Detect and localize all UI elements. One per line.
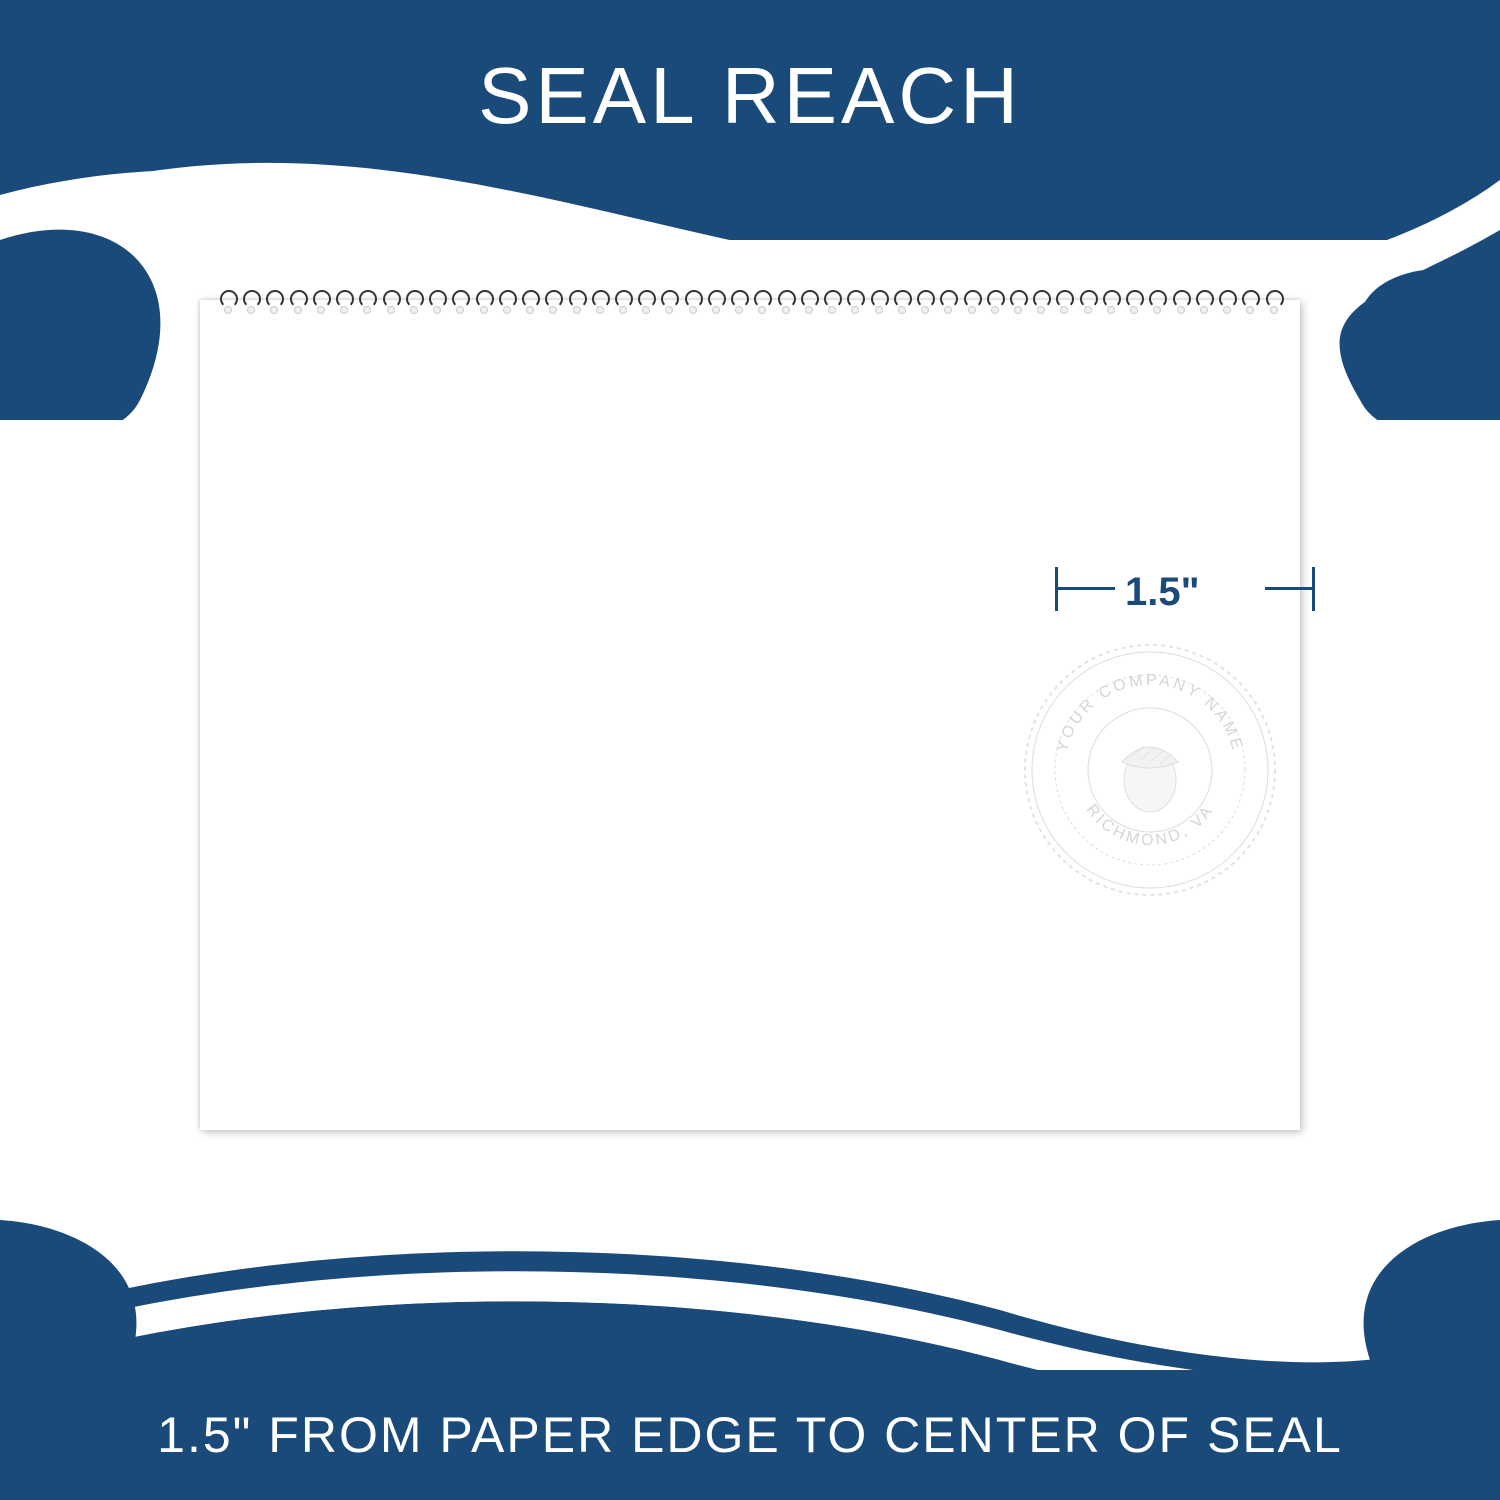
footer-caption: 1.5" FROM PAPER EDGE TO CENTER OF SEAL [157, 1406, 1343, 1464]
spiral-ring [638, 290, 652, 316]
spiral-ring [778, 290, 792, 316]
spiral-ring [987, 290, 1001, 316]
spiral-binding [220, 290, 1280, 320]
spiral-ring [290, 290, 304, 316]
spiral-ring [801, 290, 815, 316]
spiral-ring [917, 290, 931, 316]
spiral-ring [476, 290, 490, 316]
spiral-ring [1056, 290, 1070, 316]
spiral-ring [592, 290, 606, 316]
spiral-ring [1242, 290, 1256, 316]
spiral-ring [313, 290, 327, 316]
spiral-ring [243, 290, 257, 316]
spiral-ring [824, 290, 838, 316]
spiral-ring [1080, 290, 1094, 316]
spiral-ring [1126, 290, 1140, 316]
spiral-ring [406, 290, 420, 316]
footer-bar: 1.5" FROM PAPER EDGE TO CENTER OF SEAL [0, 1370, 1500, 1500]
spiral-ring [1196, 290, 1210, 316]
spiral-ring [661, 290, 675, 316]
spiral-ring [1033, 290, 1047, 316]
spiral-ring [708, 290, 722, 316]
spiral-ring [266, 290, 280, 316]
spiral-ring [336, 290, 350, 316]
spiral-ring [754, 290, 768, 316]
measure-value-label: 1.5" [1115, 570, 1210, 615]
spiral-ring [383, 290, 397, 316]
header-bar: SEAL REACH [0, 0, 1500, 240]
spiral-ring [685, 290, 699, 316]
measurement-indicator: 1.5" [1055, 565, 1315, 615]
embossed-seal: YOUR COMPANY NAME RICHMOND, VA [1020, 640, 1280, 900]
spiral-ring [731, 290, 745, 316]
spiral-ring [1219, 290, 1233, 316]
spiral-ring [220, 290, 234, 316]
spiral-ring [359, 290, 373, 316]
spiral-ring [940, 290, 954, 316]
spiral-ring [847, 290, 861, 316]
seal-company-name: YOUR COMPANY NAME [1054, 672, 1246, 754]
spiral-ring [615, 290, 629, 316]
spiral-ring [1149, 290, 1163, 316]
page-title: SEAL REACH [478, 50, 1022, 142]
measure-tick-right [1312, 567, 1315, 611]
spiral-ring [894, 290, 908, 316]
spiral-ring [871, 290, 885, 316]
spiral-ring [1010, 290, 1024, 316]
spiral-ring [452, 290, 466, 316]
spiral-ring [1103, 290, 1117, 316]
spiral-ring [545, 290, 559, 316]
spiral-ring [429, 290, 443, 316]
spiral-ring [522, 290, 536, 316]
spiral-ring [1173, 290, 1187, 316]
measure-line-right [1265, 587, 1315, 590]
spiral-ring [964, 290, 978, 316]
spiral-ring [569, 290, 583, 316]
spiral-ring [1266, 290, 1280, 316]
spiral-ring [499, 290, 513, 316]
